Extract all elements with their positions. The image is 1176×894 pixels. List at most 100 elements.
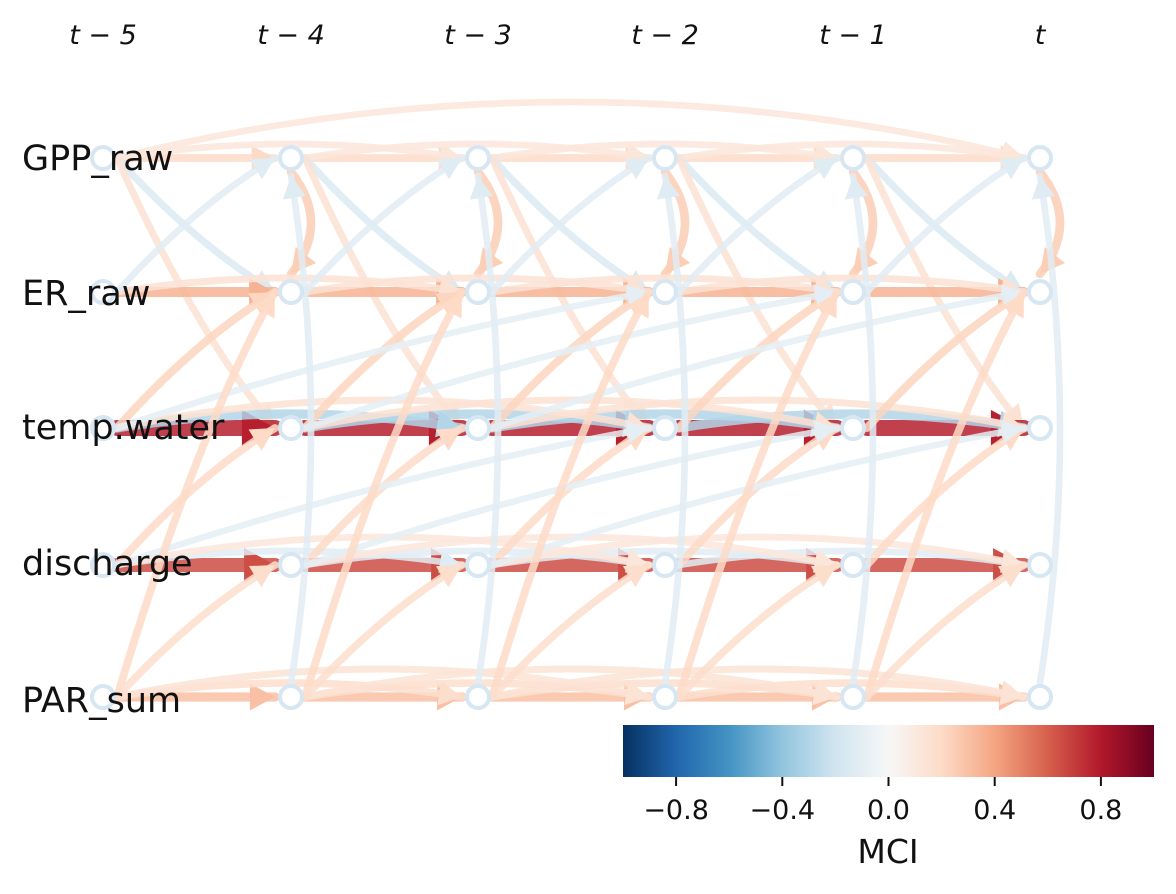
link-arrowhead xyxy=(999,158,1024,180)
graph-node xyxy=(278,684,304,710)
link-edge xyxy=(1036,172,1064,687)
link-arrowhead xyxy=(1000,420,1024,444)
variable-label: ER_raw xyxy=(22,274,150,314)
graph-node xyxy=(652,684,678,710)
colorbar-title: MCI xyxy=(857,832,918,871)
graph-node xyxy=(465,415,491,441)
link-edge xyxy=(113,274,466,296)
time-axis: t − 5 t − 4 t − 3 t − 2 t − 1 t xyxy=(69,20,1046,51)
link-edge xyxy=(488,154,653,296)
graph-node xyxy=(278,279,304,305)
graph-node xyxy=(278,145,304,171)
graph-node xyxy=(465,145,491,171)
time-label: t − 1 xyxy=(819,20,887,51)
link-edge xyxy=(113,154,279,296)
link-arrowhead xyxy=(626,292,649,319)
link-edge xyxy=(863,154,1028,296)
link-edge xyxy=(301,154,466,296)
graph-node xyxy=(90,552,116,578)
link-arrowhead xyxy=(1000,284,1024,308)
graph-node xyxy=(465,279,491,305)
time-label: t − 5 xyxy=(69,20,137,51)
graph-node xyxy=(1027,552,1053,578)
link-arrowhead xyxy=(625,420,649,444)
link-edge xyxy=(287,172,315,687)
graph-node xyxy=(652,552,678,578)
link-edge xyxy=(675,154,841,296)
link-arrowhead xyxy=(252,292,275,319)
link-edge xyxy=(661,172,689,687)
graph-node xyxy=(278,552,304,578)
colorbar-tick-label: 0.4 xyxy=(973,795,1016,826)
link-edge xyxy=(675,288,841,701)
graph-node xyxy=(90,684,116,710)
link-arrowhead xyxy=(469,176,493,200)
graph-node xyxy=(1027,145,1053,171)
link-arrowhead xyxy=(250,158,275,180)
link-edge xyxy=(675,140,1028,162)
colorbar-gradient xyxy=(623,725,1154,777)
link-edge xyxy=(113,98,1028,162)
link-arrowhead xyxy=(244,548,275,582)
link-arrowhead xyxy=(813,284,837,308)
graph-node xyxy=(1027,415,1053,441)
link-arrowhead xyxy=(624,680,649,705)
time-label: t − 3 xyxy=(444,20,512,51)
link-edge xyxy=(675,424,841,569)
variable-label: temp.water xyxy=(22,408,225,448)
nodes-layer xyxy=(90,145,1053,710)
link-arrowhead xyxy=(1031,176,1055,200)
link-edge xyxy=(113,288,279,701)
link-arrowhead xyxy=(810,565,837,588)
link-arrowhead xyxy=(812,680,837,705)
link-edge xyxy=(301,424,841,569)
link-arrowhead xyxy=(435,565,462,588)
link-edge xyxy=(301,288,466,701)
variable-label: GPP_raw xyxy=(22,139,173,179)
graph-node xyxy=(840,145,866,171)
colorbar-ticks: −0.8 −0.4 0.0 0.4 0.8 xyxy=(643,777,1122,826)
link-arrowhead xyxy=(999,680,1024,705)
link-edge xyxy=(474,172,502,687)
links-layer xyxy=(109,98,1066,711)
link-edge xyxy=(675,154,841,296)
link-edge xyxy=(863,154,1028,432)
time-label: t − 2 xyxy=(631,20,699,51)
link-arrowhead xyxy=(439,292,462,319)
link-arrowhead xyxy=(622,565,649,588)
link-edge xyxy=(863,154,1028,296)
link-arrowhead xyxy=(282,176,306,200)
graph-node xyxy=(90,145,116,171)
graph-node xyxy=(840,279,866,305)
variable-label: PAR_sum xyxy=(22,681,181,721)
link-edge xyxy=(488,288,1028,432)
link-edge xyxy=(113,288,653,432)
graph-node xyxy=(90,415,116,441)
link-edge xyxy=(301,154,466,296)
link-arrowhead xyxy=(1001,292,1024,319)
link-edge xyxy=(113,140,466,162)
graph-node xyxy=(652,145,678,171)
time-label: t − 4 xyxy=(257,20,325,51)
link-edge xyxy=(488,288,653,701)
link-arrowhead xyxy=(812,158,837,180)
graph-node xyxy=(840,684,866,710)
link-arrowhead xyxy=(624,158,649,180)
link-arrowhead xyxy=(249,683,275,711)
link-arrowhead xyxy=(435,428,462,451)
link-edge xyxy=(488,424,1028,569)
link-edge xyxy=(113,424,653,569)
link-edge xyxy=(675,274,1028,296)
link-edge xyxy=(488,533,1028,569)
graph-node xyxy=(465,684,491,710)
graph-node xyxy=(90,279,116,305)
link-arrowhead xyxy=(248,428,275,451)
time-label: t xyxy=(1035,20,1047,51)
link-edge xyxy=(863,424,1028,569)
graph-node xyxy=(278,415,304,441)
link-edge xyxy=(488,140,841,162)
variable-label: discharge xyxy=(22,544,193,584)
link-edge xyxy=(488,154,653,296)
colorbar-tick-label: 0.8 xyxy=(1079,795,1122,826)
